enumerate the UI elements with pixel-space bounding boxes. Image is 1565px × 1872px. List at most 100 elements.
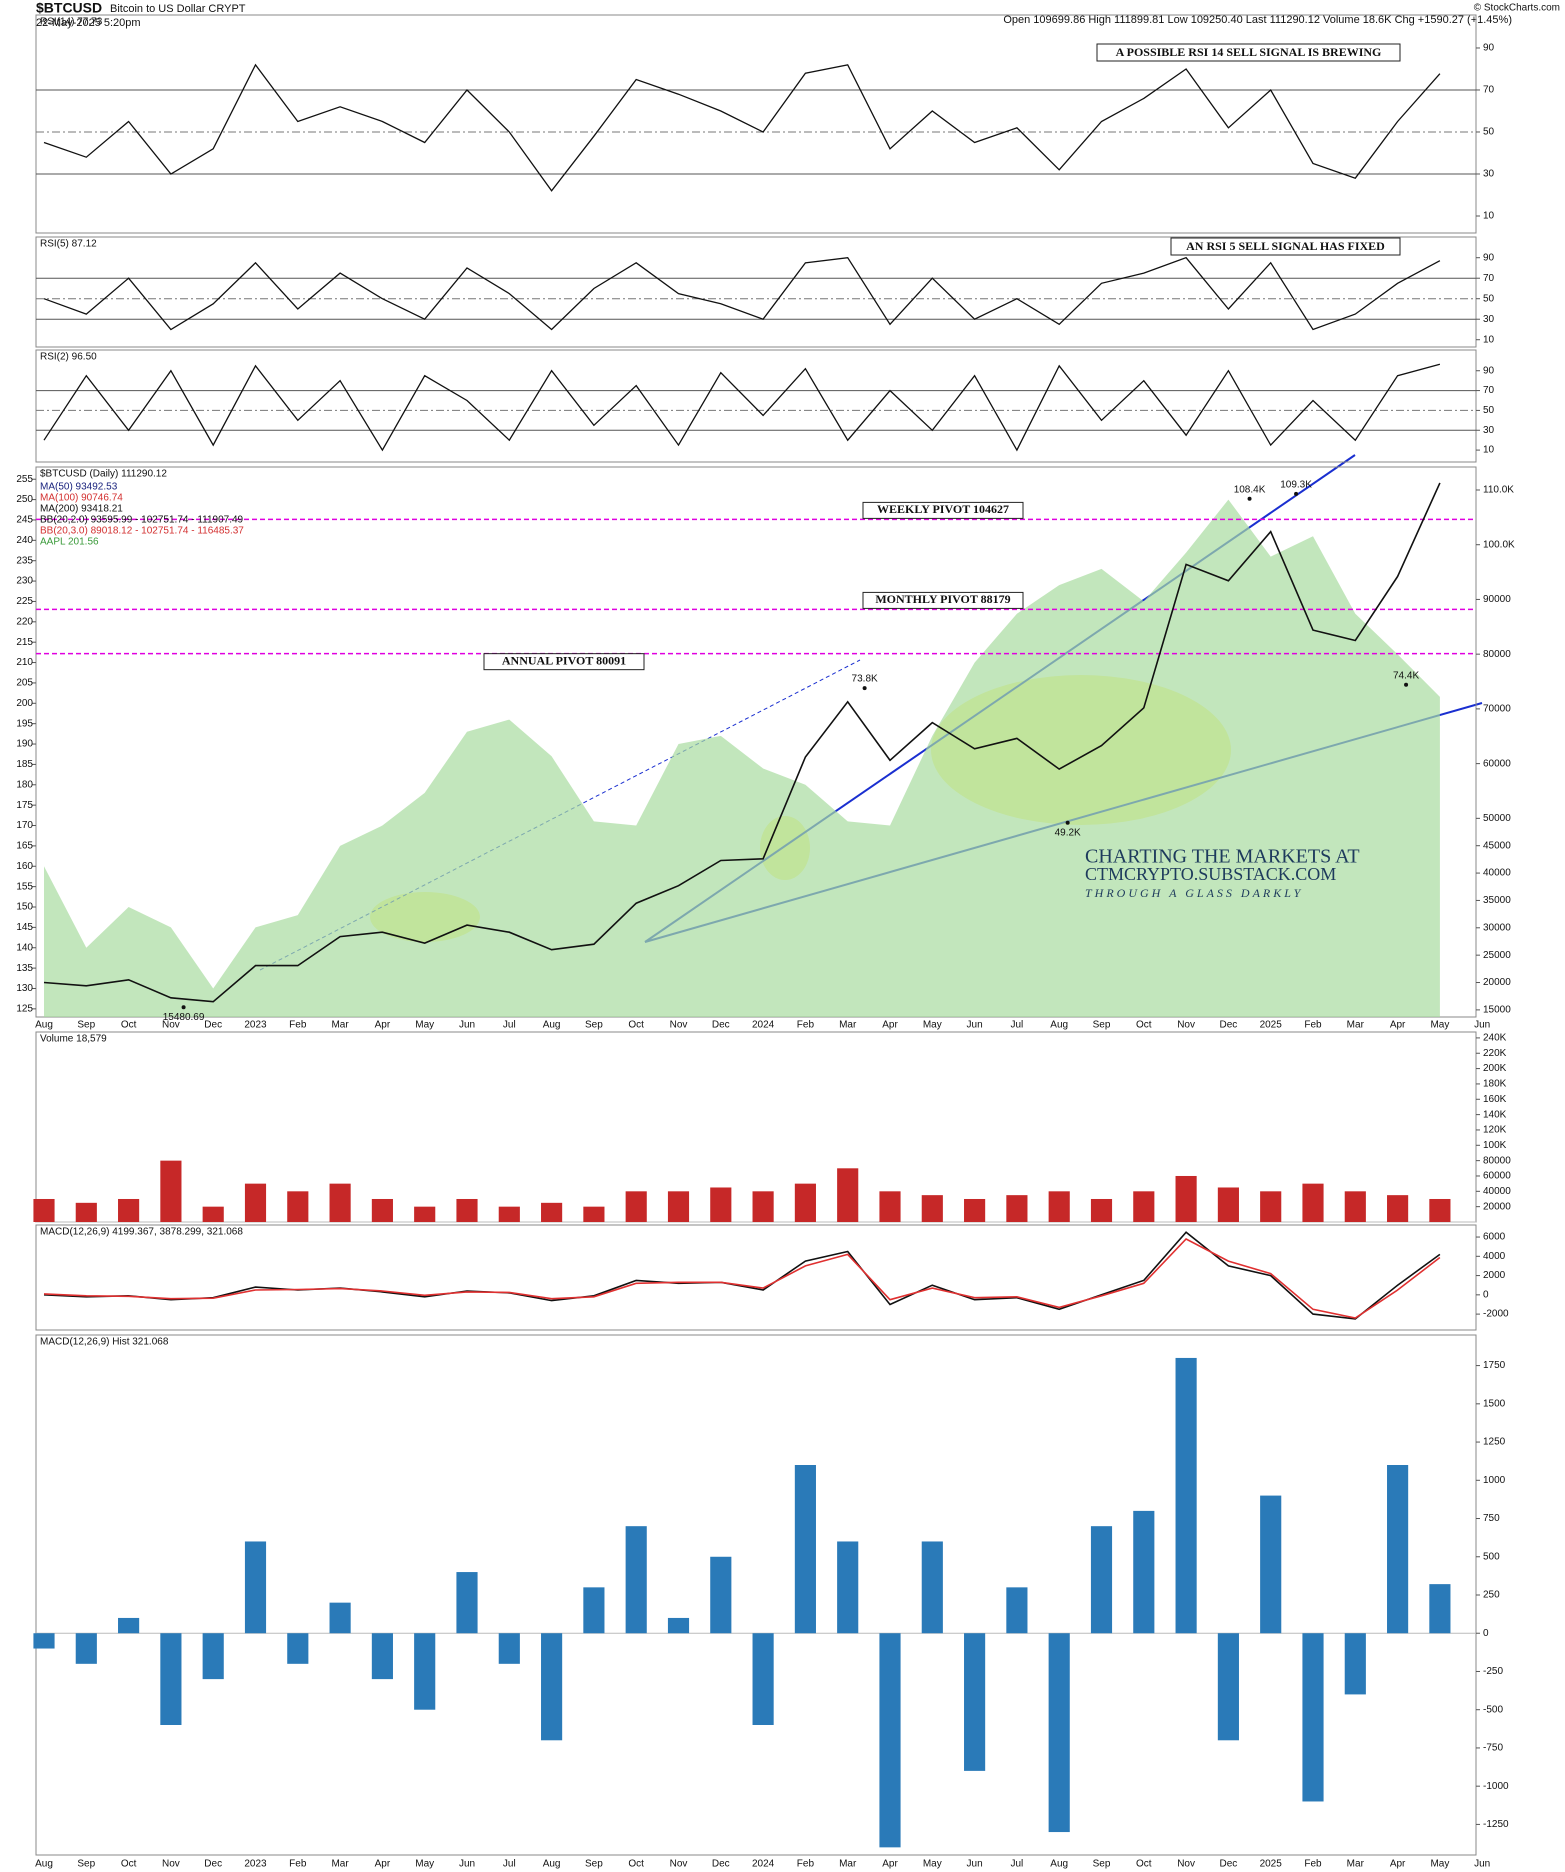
x-tick-label: 2024 bbox=[752, 1020, 775, 1031]
bar bbox=[921, 1541, 943, 1634]
y-tick-label: 30 bbox=[1483, 425, 1495, 436]
y-tick-label: 80000 bbox=[1483, 649, 1511, 660]
bar bbox=[837, 1541, 859, 1634]
x-tick-label: Jun bbox=[1474, 1020, 1490, 1031]
x-tick-label: Aug bbox=[1050, 1020, 1068, 1031]
symbol: $BTCUSD bbox=[36, 0, 102, 16]
x-tick-label: Feb bbox=[797, 1859, 815, 1870]
x-tick-label: Sep bbox=[585, 1859, 603, 1870]
y-tick-label: 255 bbox=[16, 474, 33, 485]
panel-frame bbox=[35, 236, 1477, 348]
x-tick-label: Mar bbox=[1347, 1020, 1365, 1031]
y-tick-label: 195 bbox=[16, 718, 33, 729]
y-tick-label: -250 bbox=[1483, 1666, 1503, 1677]
y-tick-label: 250 bbox=[16, 494, 33, 505]
bar bbox=[752, 1633, 774, 1725]
y-tick-label: 40000 bbox=[1483, 1186, 1511, 1197]
x-tick-label: Aug bbox=[35, 1859, 53, 1870]
y-tick-label: 1000 bbox=[1483, 1475, 1506, 1486]
aapl-area bbox=[44, 499, 1440, 1018]
y-tick-label: 100.0K bbox=[1483, 539, 1515, 550]
x-tick-label: May bbox=[923, 1859, 942, 1870]
y-tick-label: 0 bbox=[1483, 1628, 1489, 1639]
bar bbox=[964, 1633, 986, 1771]
x-tick-label: Sep bbox=[585, 1020, 603, 1031]
watermark: CTMCRYPTO.SUBSTACK.COM bbox=[1085, 864, 1336, 884]
x-tick-label: Oct bbox=[121, 1020, 137, 1031]
x-tick-label: Mar bbox=[331, 1020, 349, 1031]
bar bbox=[541, 1633, 563, 1741]
x-tick-label: Aug bbox=[35, 1020, 53, 1031]
x-tick-label: Mar bbox=[839, 1859, 857, 1870]
y-tick-label: 500 bbox=[1483, 1551, 1500, 1562]
bar bbox=[1175, 1175, 1197, 1222]
annotation: A POSSIBLE RSI 14 SELL SIGNAL IS BREWING bbox=[1116, 45, 1382, 59]
x-tick-label: Nov bbox=[162, 1020, 180, 1031]
point-marker bbox=[1065, 820, 1070, 825]
bar bbox=[1217, 1187, 1239, 1222]
bar bbox=[583, 1587, 605, 1634]
bar bbox=[456, 1198, 478, 1222]
x-tick-label: Jun bbox=[1474, 1859, 1490, 1870]
point-marker bbox=[181, 1005, 186, 1010]
rsi-line bbox=[43, 256, 1441, 331]
y-tick-label: 155 bbox=[16, 881, 33, 892]
y-tick-label: 40000 bbox=[1483, 868, 1511, 879]
x-tick-label: Apr bbox=[1390, 1020, 1406, 1031]
y-tick-label: 1250 bbox=[1483, 1437, 1506, 1448]
x-tick-label: May bbox=[923, 1020, 942, 1031]
bar bbox=[1387, 1465, 1409, 1634]
x-tick-label: Nov bbox=[670, 1020, 688, 1031]
bar bbox=[794, 1183, 816, 1222]
y-tick-label: 50 bbox=[1483, 127, 1495, 138]
x-tick-label: Nov bbox=[1177, 1020, 1195, 1031]
y-tick-label: 130 bbox=[16, 983, 33, 994]
pivot-label: WEEKLY PIVOT 104627 bbox=[877, 502, 1009, 516]
bar bbox=[921, 1195, 943, 1222]
bar bbox=[1302, 1633, 1324, 1802]
annotation-box bbox=[1170, 237, 1401, 256]
bar bbox=[371, 1633, 393, 1680]
symbol-name: Bitcoin to US Dollar CRYPT bbox=[110, 3, 246, 15]
pivot-box bbox=[862, 501, 1024, 519]
bar bbox=[710, 1187, 732, 1222]
bar bbox=[1090, 1198, 1113, 1222]
bar bbox=[33, 1198, 55, 1222]
bar bbox=[964, 1198, 986, 1222]
legend-entry: BB(20,2.0) 93595.99 - 102751.74 - 111907… bbox=[40, 515, 244, 526]
panel-frame bbox=[35, 349, 1477, 463]
y-tick-label: 30000 bbox=[1483, 922, 1511, 933]
y-tick-label: 225 bbox=[16, 596, 33, 607]
bar bbox=[1133, 1191, 1155, 1222]
x-tick-label: Dec bbox=[1220, 1859, 1238, 1870]
bar bbox=[329, 1602, 351, 1634]
bar bbox=[1344, 1633, 1366, 1695]
y-tick-label: 220K bbox=[1483, 1048, 1507, 1059]
bar bbox=[1429, 1584, 1451, 1634]
y-tick-label: 45000 bbox=[1483, 840, 1511, 851]
x-tick-label: Jul bbox=[503, 1859, 516, 1870]
bar bbox=[75, 1202, 97, 1222]
macd-line bbox=[43, 1231, 1441, 1320]
x-tick-label: Dec bbox=[1220, 1020, 1238, 1031]
x-tick-label: Oct bbox=[121, 1859, 137, 1870]
panel-title: MACD(12,26,9) Hist 321.068 bbox=[40, 1337, 169, 1348]
y-tick-label: 10 bbox=[1483, 445, 1495, 456]
point-label: 49.2K bbox=[1055, 827, 1081, 838]
y-tick-label: 240 bbox=[16, 535, 33, 546]
y-tick-label: 50000 bbox=[1483, 813, 1511, 824]
y-tick-label: 10 bbox=[1483, 334, 1495, 345]
y-tick-label: 90 bbox=[1483, 365, 1495, 376]
x-tick-label: Apr bbox=[882, 1859, 898, 1870]
pivot-label: MONTHLY PIVOT 88179 bbox=[875, 592, 1010, 606]
y-tick-label: 70 bbox=[1483, 385, 1495, 396]
annotation: AN RSI 5 SELL SIGNAL HAS FIXED bbox=[1186, 239, 1385, 253]
y-tick-label: 70 bbox=[1483, 85, 1495, 96]
bar bbox=[879, 1191, 901, 1222]
point-label: 109.3K bbox=[1280, 479, 1312, 490]
pivot-label: ANNUAL PIVOT 80091 bbox=[502, 653, 626, 667]
x-tick-label: Oct bbox=[1136, 1859, 1152, 1870]
y-tick-label: 180 bbox=[16, 779, 33, 790]
x-tick-label: Aug bbox=[543, 1020, 561, 1031]
